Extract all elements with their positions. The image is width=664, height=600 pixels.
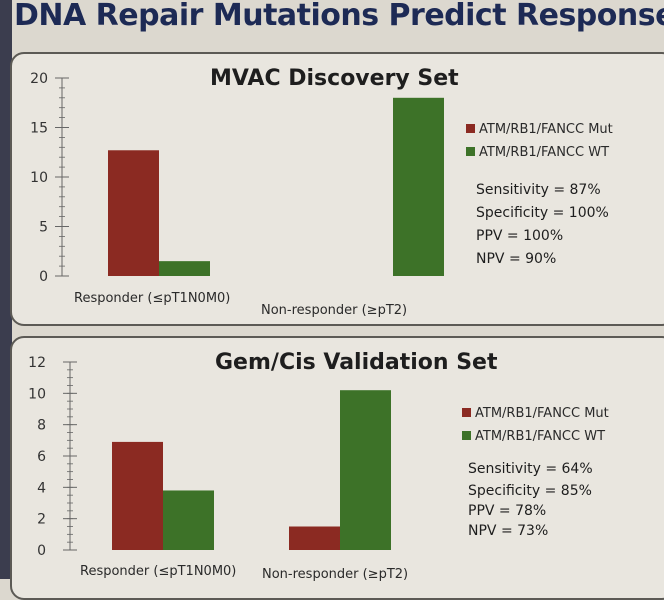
y-tick-label: 20 [30, 71, 48, 87]
y-tick-label: 4 [37, 480, 46, 496]
bar-wt [340, 390, 391, 550]
legend-swatch-wt [466, 147, 475, 156]
y-tick-label: 10 [28, 386, 46, 402]
bar-mut [108, 150, 159, 276]
slide-title: DNA Repair Mutations Predict Response [14, 0, 664, 33]
y-tick-label: 12 [28, 355, 46, 371]
legend-wt-validation: ATM/RB1/FANCC WT [462, 429, 605, 444]
chart-title-discovery: MVAC Discovery Set [210, 66, 459, 91]
y-tick-label: 10 [30, 170, 48, 186]
stat-specificity-validation: Specificity = 85% [468, 483, 592, 499]
poster-background-edge [0, 0, 12, 579]
legend-mut-discovery: ATM/RB1/FANCC Mut [466, 122, 613, 137]
y-tick-label: 2 [37, 512, 46, 528]
stat-ppv-validation: PPV = 78% [468, 503, 547, 519]
bar-charts: 0 5 10 15 20 0 2 4 6 8 10 12 [28, 71, 444, 559]
legend-label-mut: ATM/RB1/FANCC Mut [479, 122, 613, 137]
y-tick-label: 8 [37, 418, 46, 434]
bar-wt [163, 490, 214, 550]
y-tick-label: 0 [39, 269, 48, 285]
x-category-responder-validation: Responder (≤pT1N0M0) [80, 564, 237, 579]
bar-wt [393, 97, 444, 276]
legend-label-mut: ATM/RB1/FANCC Mut [475, 406, 609, 421]
x-category-nonresponder-discovery: Non-responder (≥pT2) [261, 303, 408, 318]
stat-npv-validation: NPV = 73% [468, 523, 549, 539]
legend-swatch-mut [462, 408, 471, 417]
legend-swatch-wt [462, 431, 471, 440]
chart-title-validation: Gem/Cis Validation Set [215, 350, 498, 375]
y-tick-label: 5 [39, 220, 48, 236]
y-tick-label: 6 [37, 449, 46, 465]
legend-swatch-mut [466, 124, 475, 133]
stat-specificity-discovery: Specificity = 100% [476, 205, 609, 221]
stat-sensitivity-discovery: Sensitivity = 87% [476, 182, 601, 198]
bar-mut [112, 441, 163, 550]
legend-mut-validation: ATM/RB1/FANCC Mut [462, 406, 609, 421]
legend-wt-discovery: ATM/RB1/FANCC WT [466, 145, 609, 160]
bar-wt [159, 261, 210, 276]
legend-label-wt: ATM/RB1/FANCC WT [475, 429, 606, 444]
legend-label-wt: ATM/RB1/FANCC WT [479, 145, 610, 160]
x-category-responder-discovery: Responder (≤pT1N0M0) [74, 291, 231, 306]
x-category-nonresponder-validation: Non-responder (≥pT2) [262, 567, 409, 582]
y-tick-label: 0 [37, 543, 46, 559]
stat-sensitivity-validation: Sensitivity = 64% [468, 461, 593, 477]
bar-mut [289, 526, 340, 550]
stat-npv-discovery: NPV = 90% [476, 251, 557, 267]
stat-ppv-discovery: PPV = 100% [476, 228, 564, 244]
y-tick-label: 15 [30, 121, 48, 137]
